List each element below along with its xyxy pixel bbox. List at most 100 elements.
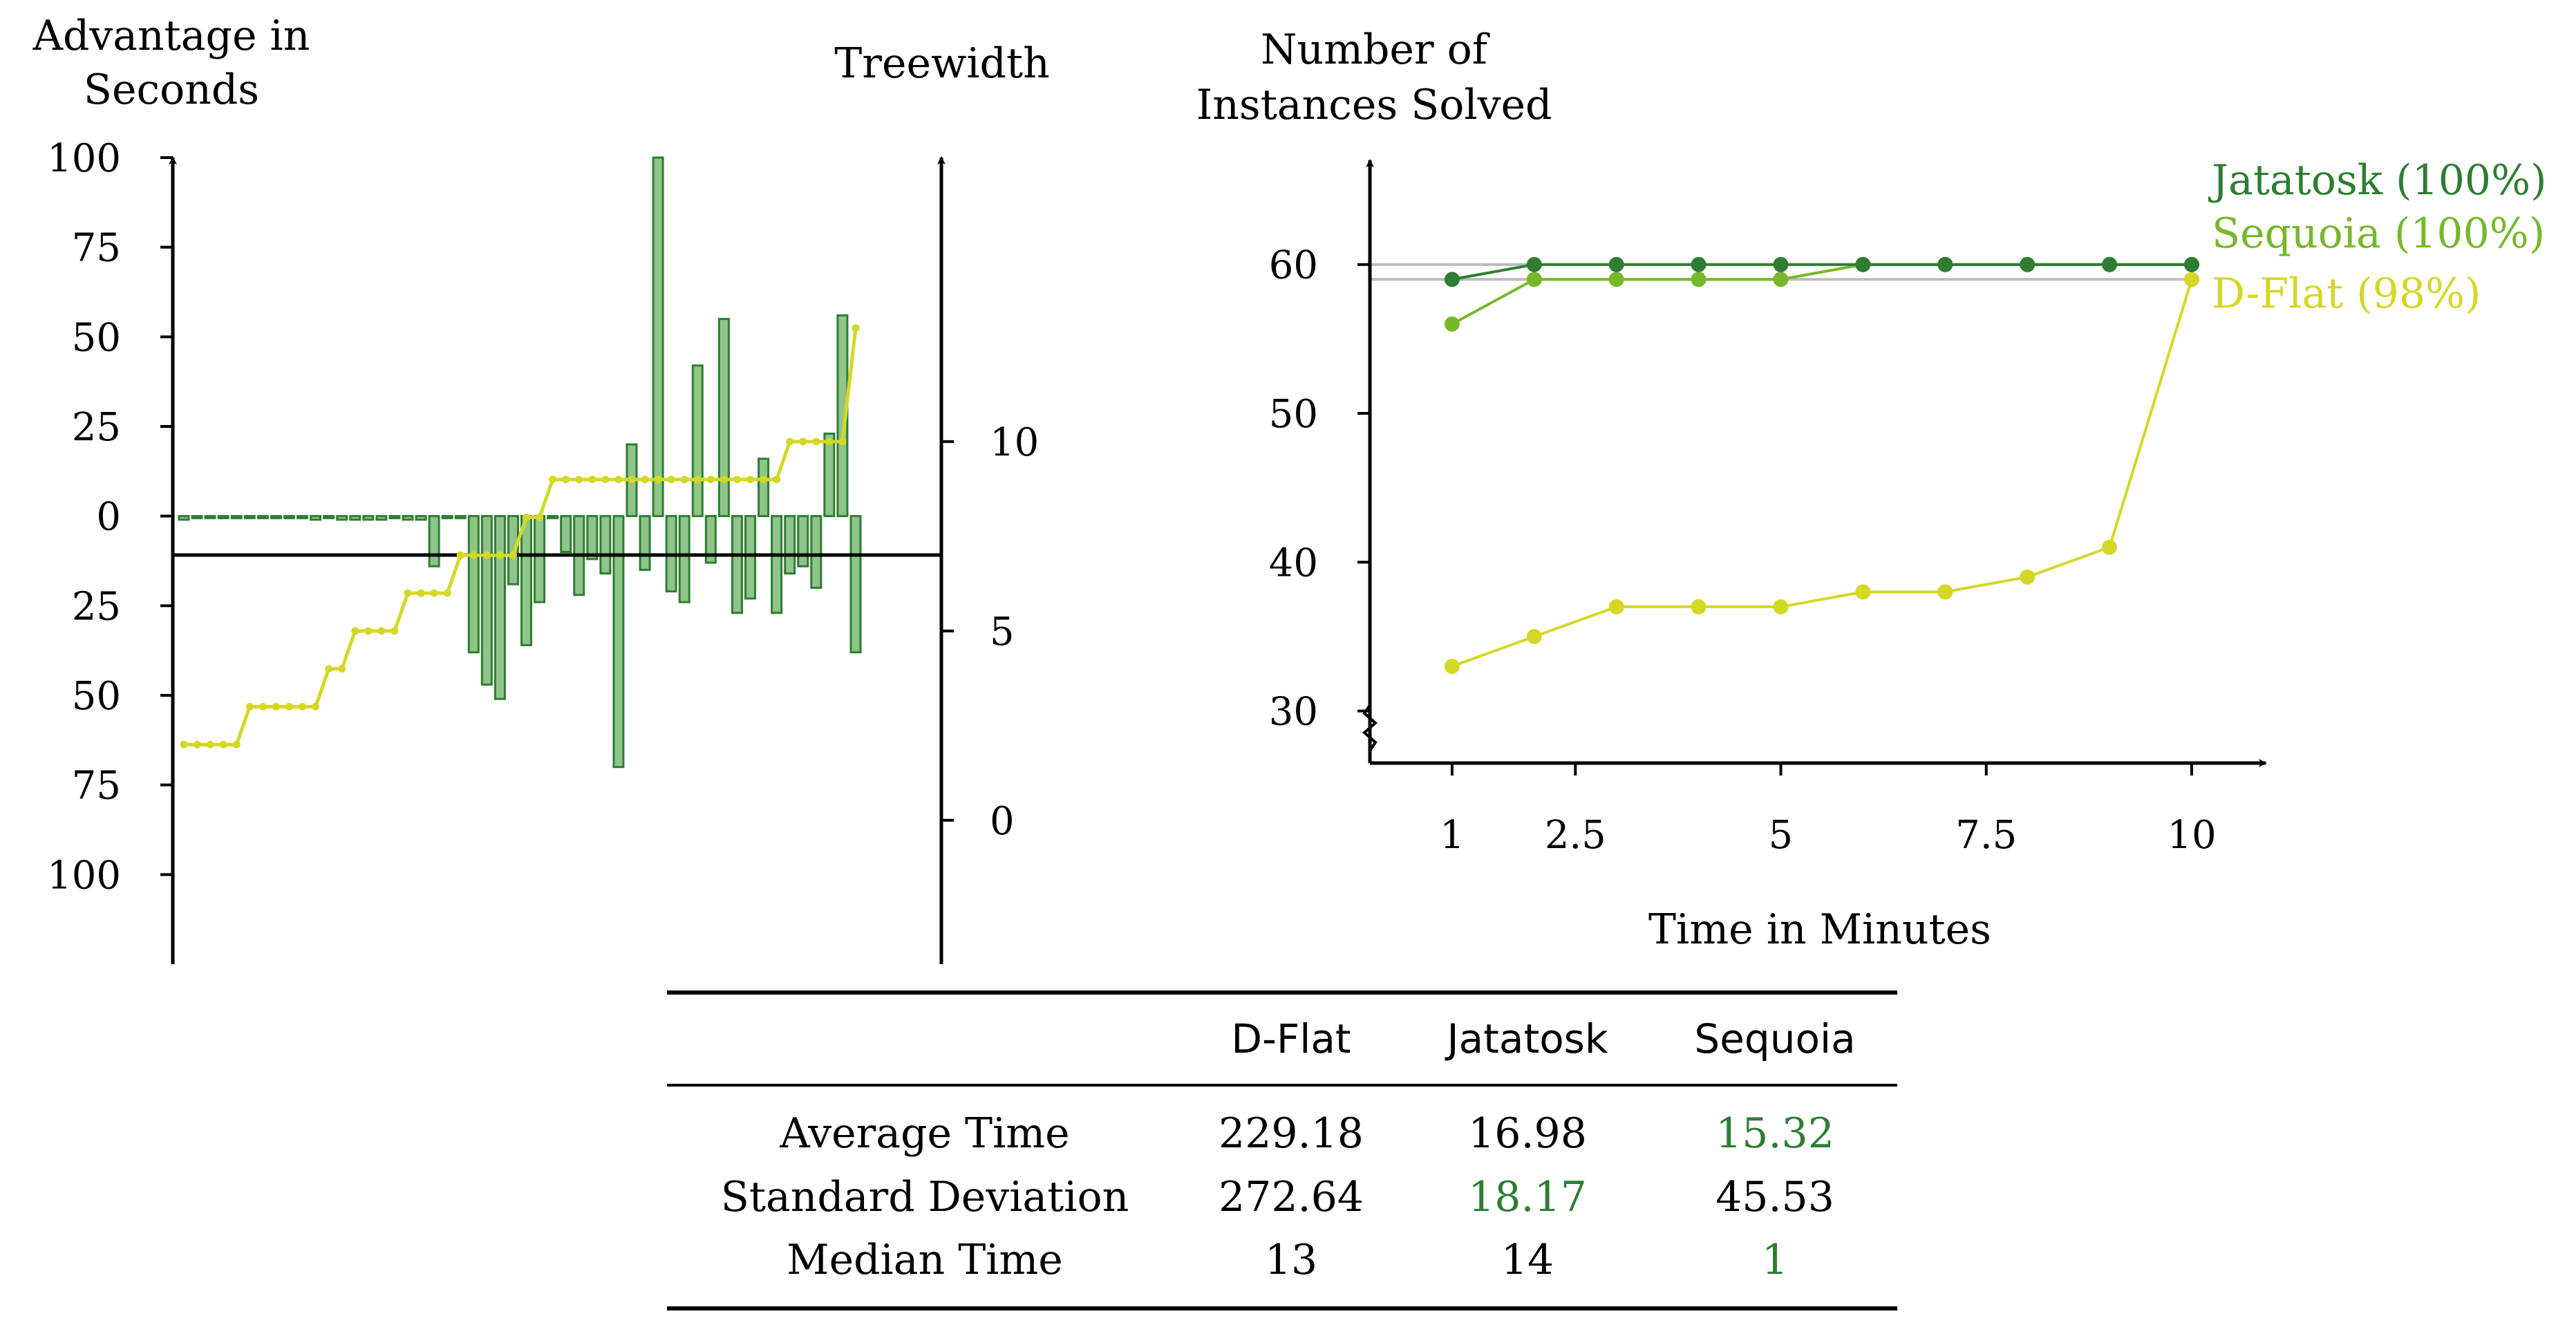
legend-sequoia: Sequoia (100%) <box>2212 209 2545 258</box>
treewidth-line <box>180 324 860 749</box>
bar <box>428 515 440 567</box>
treewidth-point <box>509 551 517 559</box>
bar <box>270 515 282 520</box>
d-flat-point <box>1773 599 1789 614</box>
bar <box>336 515 348 521</box>
treewidth-point <box>549 476 557 484</box>
table-cell: 16.98 <box>1468 1109 1587 1158</box>
table-cell: 1 <box>1762 1236 1788 1284</box>
bar <box>230 515 243 520</box>
treewidth-point <box>364 627 373 635</box>
bar <box>758 458 770 518</box>
jatatosk-point <box>1855 256 1871 272</box>
treewidth-point <box>693 476 702 484</box>
bar <box>771 515 783 614</box>
right-y-ticks: 30 40 50 60 <box>1269 243 1370 735</box>
table-row-label: Standard Deviation <box>721 1173 1129 1221</box>
d-flat-point <box>1855 584 1871 600</box>
treewidth-point <box>667 476 675 484</box>
treewidth-point <box>391 627 399 635</box>
treewidth-point <box>852 324 860 332</box>
bar <box>560 515 572 554</box>
treewidth-y-tick-label: 0 <box>990 799 1015 844</box>
bar <box>849 515 862 654</box>
bar <box>599 515 612 575</box>
treewidth-point <box>601 476 610 484</box>
treewidth-point <box>654 476 662 484</box>
sequoia-point <box>1444 316 1460 332</box>
bar <box>415 515 427 521</box>
sequoia-point <box>1608 272 1624 288</box>
treewidth-point <box>351 627 359 635</box>
right-y-tick-label: 50 <box>1269 392 1318 437</box>
jatatosk-point <box>2102 256 2118 272</box>
treewidth-y-tick-label: 10 <box>990 420 1039 465</box>
table-row-label: Average Time <box>779 1109 1069 1158</box>
bar <box>493 515 506 700</box>
legend-d-flat: D-Flat (98%) <box>2212 270 2481 318</box>
treewidth-point <box>193 740 201 749</box>
table-cell: 45.53 <box>1715 1173 1834 1221</box>
treewidth-point <box>312 702 320 711</box>
treewidth-point <box>706 476 715 484</box>
right-x-ticks: 1 2.5 5 7.5 10 <box>1440 763 2217 858</box>
treewidth-point <box>245 702 254 711</box>
jatatosk-point <box>1608 256 1624 272</box>
jatatosk-point <box>2020 256 2036 272</box>
treewidth-point <box>562 476 570 484</box>
left-y-tick-label: 75 <box>72 764 121 809</box>
bar <box>191 515 203 520</box>
d-flat-point <box>1691 599 1707 614</box>
d-flat-point <box>2183 272 2199 288</box>
treewidth-point <box>377 627 386 635</box>
summary-table: D-Flat Jatatosk Sequoia Average Time 229.… <box>667 990 1897 1310</box>
right-y-tick-label: 60 <box>1269 243 1318 288</box>
treewidth-point <box>825 438 834 446</box>
treewidth-point <box>232 740 241 749</box>
table-header-sequoia: Sequoia <box>1694 1015 1855 1062</box>
treewidth-point <box>443 589 451 597</box>
bar <box>784 515 796 575</box>
bar <box>797 515 809 567</box>
d-flat-point <box>2020 569 2036 585</box>
d-flat-point <box>1444 659 1460 675</box>
treewidth-point <box>720 476 728 484</box>
bar <box>652 156 664 518</box>
legend-jatatosk: Jatatosk (100%) <box>2208 156 2547 205</box>
right-y-tick-label: 30 <box>1269 690 1318 735</box>
treewidth-point <box>469 551 478 559</box>
left-y-ticks: 100 75 50 25 0 25 50 75 100 <box>47 136 173 898</box>
treewidth-point <box>733 476 741 484</box>
treewidth-point <box>299 702 307 711</box>
bar <box>520 515 533 646</box>
table-header-jatatosk: Jatatosk <box>1445 1015 1608 1062</box>
right-x-tick-label: 7.5 <box>1955 813 2017 858</box>
jatatosk-line <box>1451 263 2192 281</box>
bar <box>402 515 414 521</box>
treewidth-point <box>746 476 755 484</box>
treewidth-point <box>430 589 438 597</box>
treewidth-point <box>799 438 807 446</box>
bar <box>534 515 546 603</box>
table-row-label: Median Time <box>787 1236 1063 1284</box>
treewidth-point <box>219 740 227 749</box>
treewidth-point <box>272 702 280 711</box>
d-flat-point <box>2102 539 2118 555</box>
bar <box>612 515 625 769</box>
bar <box>375 515 388 521</box>
left-y-tick-label: 50 <box>72 674 121 719</box>
treewidth-axis-label: Treewidth <box>834 39 1049 88</box>
treewidth-point <box>496 551 504 559</box>
treewidth-polyline <box>184 328 858 746</box>
treewidth-point <box>786 438 794 446</box>
left-y-tick-label: 0 <box>96 495 121 540</box>
treewidth-point <box>838 438 847 446</box>
treewidth-point <box>285 702 293 711</box>
left-y-label-line2: Seconds <box>84 66 259 114</box>
d-flat-point <box>1526 628 1542 644</box>
sequoia-line <box>1451 263 2192 326</box>
bar <box>204 515 216 520</box>
treewidth-point <box>614 476 623 484</box>
bar <box>441 515 453 520</box>
bar <box>678 515 690 603</box>
